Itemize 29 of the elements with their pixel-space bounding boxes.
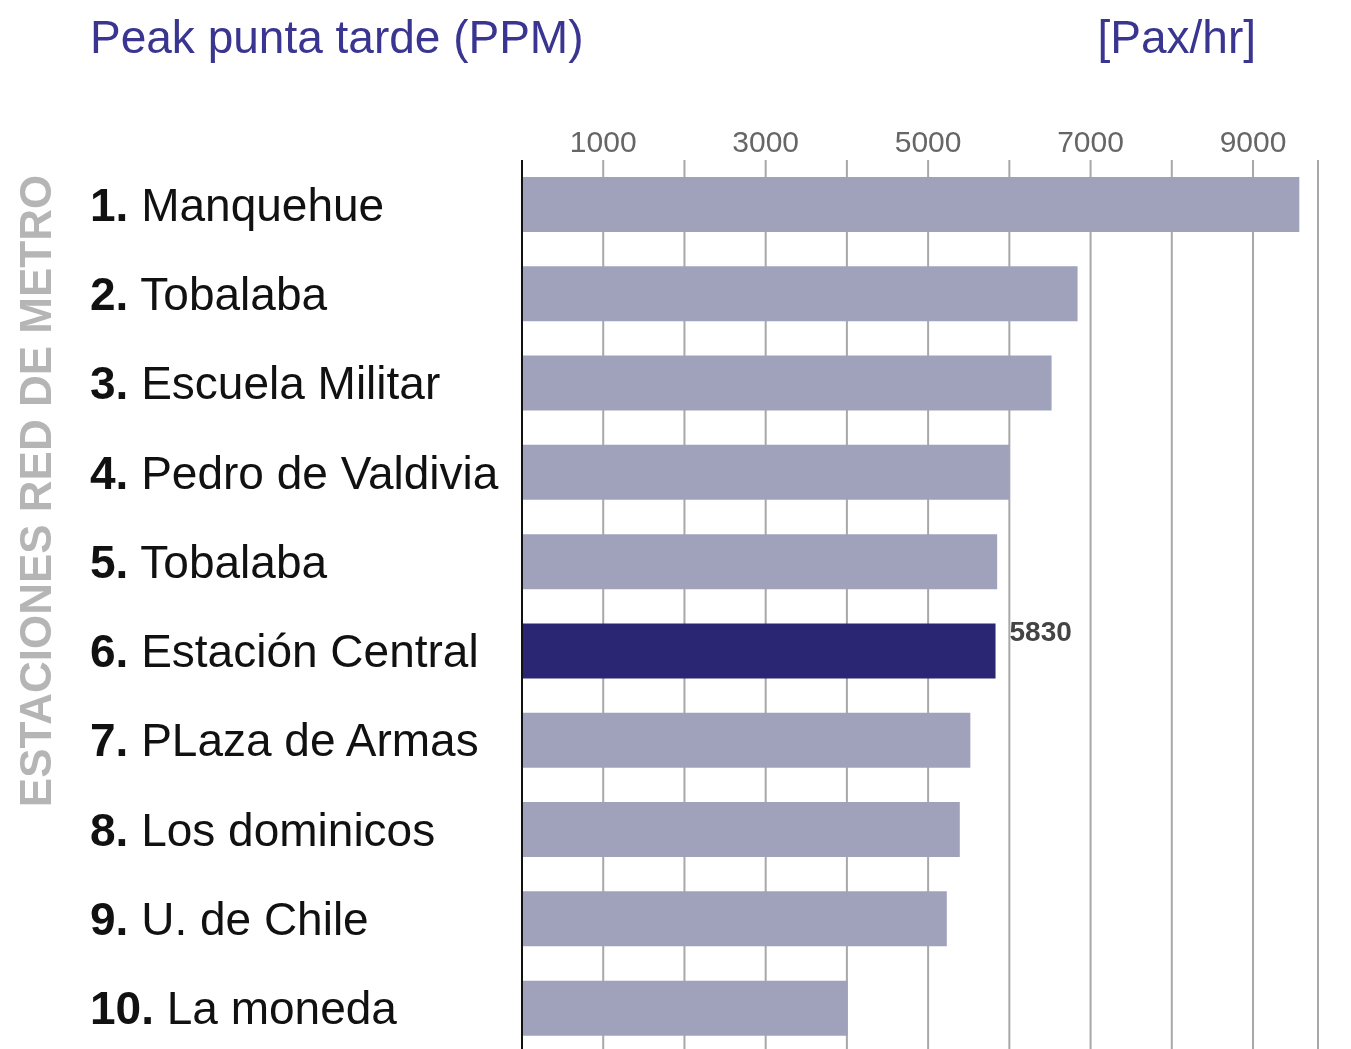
x-axis-title: [Pax/hr]: [1097, 10, 1256, 64]
y-tick-label: 5. Tobalaba: [90, 535, 328, 588]
y-tick-label: 1. Manquehue: [90, 178, 385, 231]
x-tick-label: 9000: [1219, 125, 1287, 158]
y-tick-label: 6. Estación Central: [90, 625, 479, 678]
x-tick-label: 3000: [732, 125, 800, 158]
y-tick-label: 4. Pedro de Valdivia: [90, 446, 499, 499]
bar: [522, 891, 947, 947]
bar: [522, 712, 971, 768]
bar: [522, 980, 848, 1036]
y-tick-label: 3. Escuela Militar: [90, 357, 441, 410]
bar: [522, 355, 1052, 411]
bar: [522, 802, 960, 858]
y-tick-label: 2. Tobalaba: [90, 267, 328, 320]
bar: [522, 176, 1300, 232]
bar: [522, 534, 998, 590]
y-axis-title: ESTACIONES RED DE METRO: [11, 174, 61, 808]
y-tick-label: 10. La moneda: [90, 982, 398, 1035]
y-tick-label: 9. U. de Chile: [90, 893, 369, 946]
y-tick-label: 8. Los dominicos: [90, 803, 436, 856]
data-label: 5830: [1009, 615, 1072, 647]
x-tick-label: 5000: [894, 125, 962, 158]
bar: [522, 623, 996, 679]
x-tick-label: 1000: [569, 125, 637, 158]
bar: [522, 266, 1078, 322]
y-tick-label: 7. PLaza de Armas: [90, 714, 479, 767]
x-tick-label: 7000: [1057, 125, 1124, 158]
bar: [522, 444, 1010, 500]
chart-title: Peak punta tarde (PPM): [90, 10, 584, 64]
